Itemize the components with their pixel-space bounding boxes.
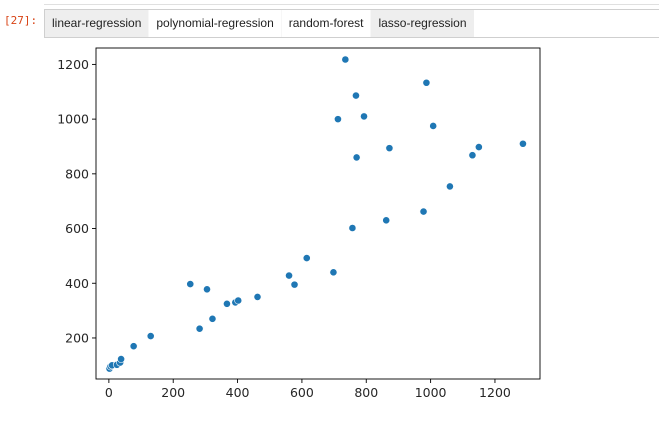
tab-random-forest[interactable]: random-forest: [280, 10, 371, 37]
y-tick-label: 600: [65, 221, 89, 236]
data-point: [223, 299, 231, 308]
x-tick-label: 0: [105, 385, 113, 400]
previous-cell-border: [44, 0, 659, 5]
x-tick-label: 1000: [415, 385, 447, 400]
x-tick-label: 1200: [479, 385, 511, 400]
data-point: [117, 355, 125, 363]
data-point: [474, 143, 483, 151]
data-point: [334, 115, 342, 124]
x-tick-label: 600: [290, 385, 314, 400]
data-point: [208, 314, 217, 323]
data-point: [302, 254, 311, 262]
data-point: [341, 55, 350, 64]
data-point: [446, 182, 454, 191]
data-point: [203, 285, 211, 294]
data-point: [146, 332, 155, 340]
x-tick-label: 800: [354, 385, 378, 400]
tab-lasso-regression[interactable]: lasso-regression: [370, 10, 474, 37]
data-point: [348, 224, 357, 232]
y-tick-label: 200: [65, 330, 89, 345]
data-point: [253, 293, 262, 301]
data-point: [385, 144, 394, 153]
data-point: [129, 342, 138, 351]
data-point: [234, 296, 243, 305]
tab-polynomial-regression[interactable]: polynomial-regression: [148, 10, 281, 37]
tab-linear-regression[interactable]: linear-regression: [45, 10, 149, 37]
data-point: [290, 280, 299, 289]
data-point: [360, 112, 368, 121]
tab-bar-filler: [473, 10, 659, 37]
y-tick-label: 400: [65, 276, 89, 291]
tab-bar: linear-regression polynomial-regression …: [44, 9, 659, 38]
x-tick-label: 200: [161, 385, 185, 400]
data-point: [419, 207, 428, 216]
data-point: [352, 153, 361, 162]
plot-frame: [95, 47, 541, 380]
data-point: [329, 268, 338, 277]
x-tick-label: 400: [226, 385, 250, 400]
data-point: [186, 280, 195, 288]
scatter-plot: 0 200 400 600 800 1000 1200 200 400 600 800 1000 120…: [57, 47, 541, 400]
data-point: [468, 151, 477, 160]
y-tick-label: 1000: [57, 112, 89, 127]
data-point: [285, 271, 293, 280]
data-point: [195, 324, 204, 333]
data-point: [382, 216, 391, 225]
data-point: [519, 139, 527, 148]
data-point: [429, 122, 438, 130]
cell-output: linear-regression polynomial-regression …: [44, 9, 659, 429]
data-point: [352, 91, 360, 100]
data-point: [422, 78, 431, 87]
y-tick-label: 1200: [57, 57, 89, 72]
cell-prompt: [27]:: [4, 14, 38, 27]
y-tick-label: 800: [65, 166, 89, 181]
